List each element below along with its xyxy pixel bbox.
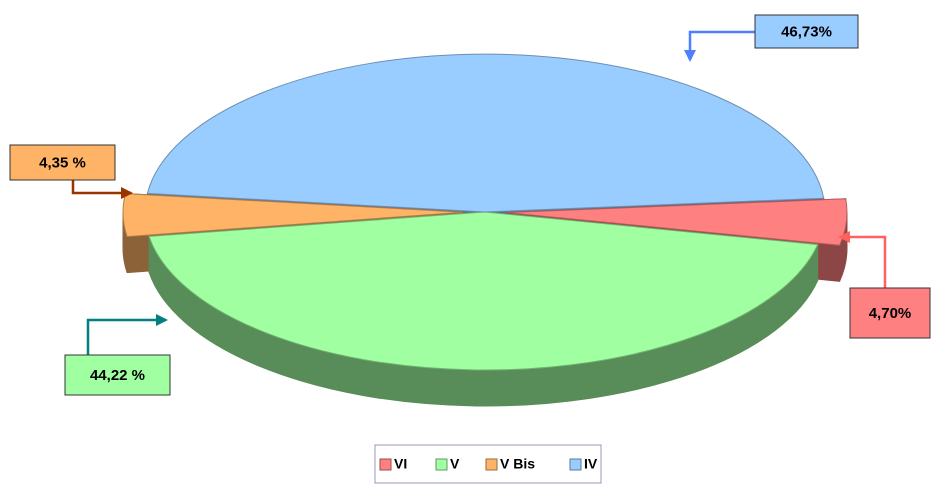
- slice: [146, 53, 825, 213]
- data-label: 44,22 %: [90, 367, 145, 384]
- legend-swatch: [569, 458, 582, 471]
- arrow-head: [121, 187, 133, 199]
- data-label: 4,70%: [869, 305, 912, 322]
- arrow-head: [838, 231, 850, 243]
- legend-label: V: [450, 456, 460, 472]
- legend-label: IV: [584, 456, 598, 472]
- data-label: 4,35 %: [39, 154, 86, 171]
- label-box: [754, 14, 859, 49]
- label-arrow: [71, 180, 131, 195]
- arrow-head: [156, 314, 168, 326]
- label-arrow: [688, 30, 755, 60]
- slice: [506, 198, 848, 246]
- label-box: [64, 354, 171, 396]
- legend-swatch: [485, 458, 498, 471]
- label-box: [849, 287, 931, 339]
- legend-swatch: [379, 458, 392, 471]
- label-arrow: [840, 235, 887, 312]
- label-arrow: [86, 318, 166, 355]
- arrow-head: [684, 50, 696, 62]
- label-box: [9, 144, 116, 181]
- legend-swatch: [435, 458, 448, 471]
- data-label: 46,73%: [781, 23, 832, 40]
- legend-label: V Bis: [500, 456, 535, 472]
- slice: [148, 211, 819, 371]
- legend-label: VI: [394, 456, 407, 472]
